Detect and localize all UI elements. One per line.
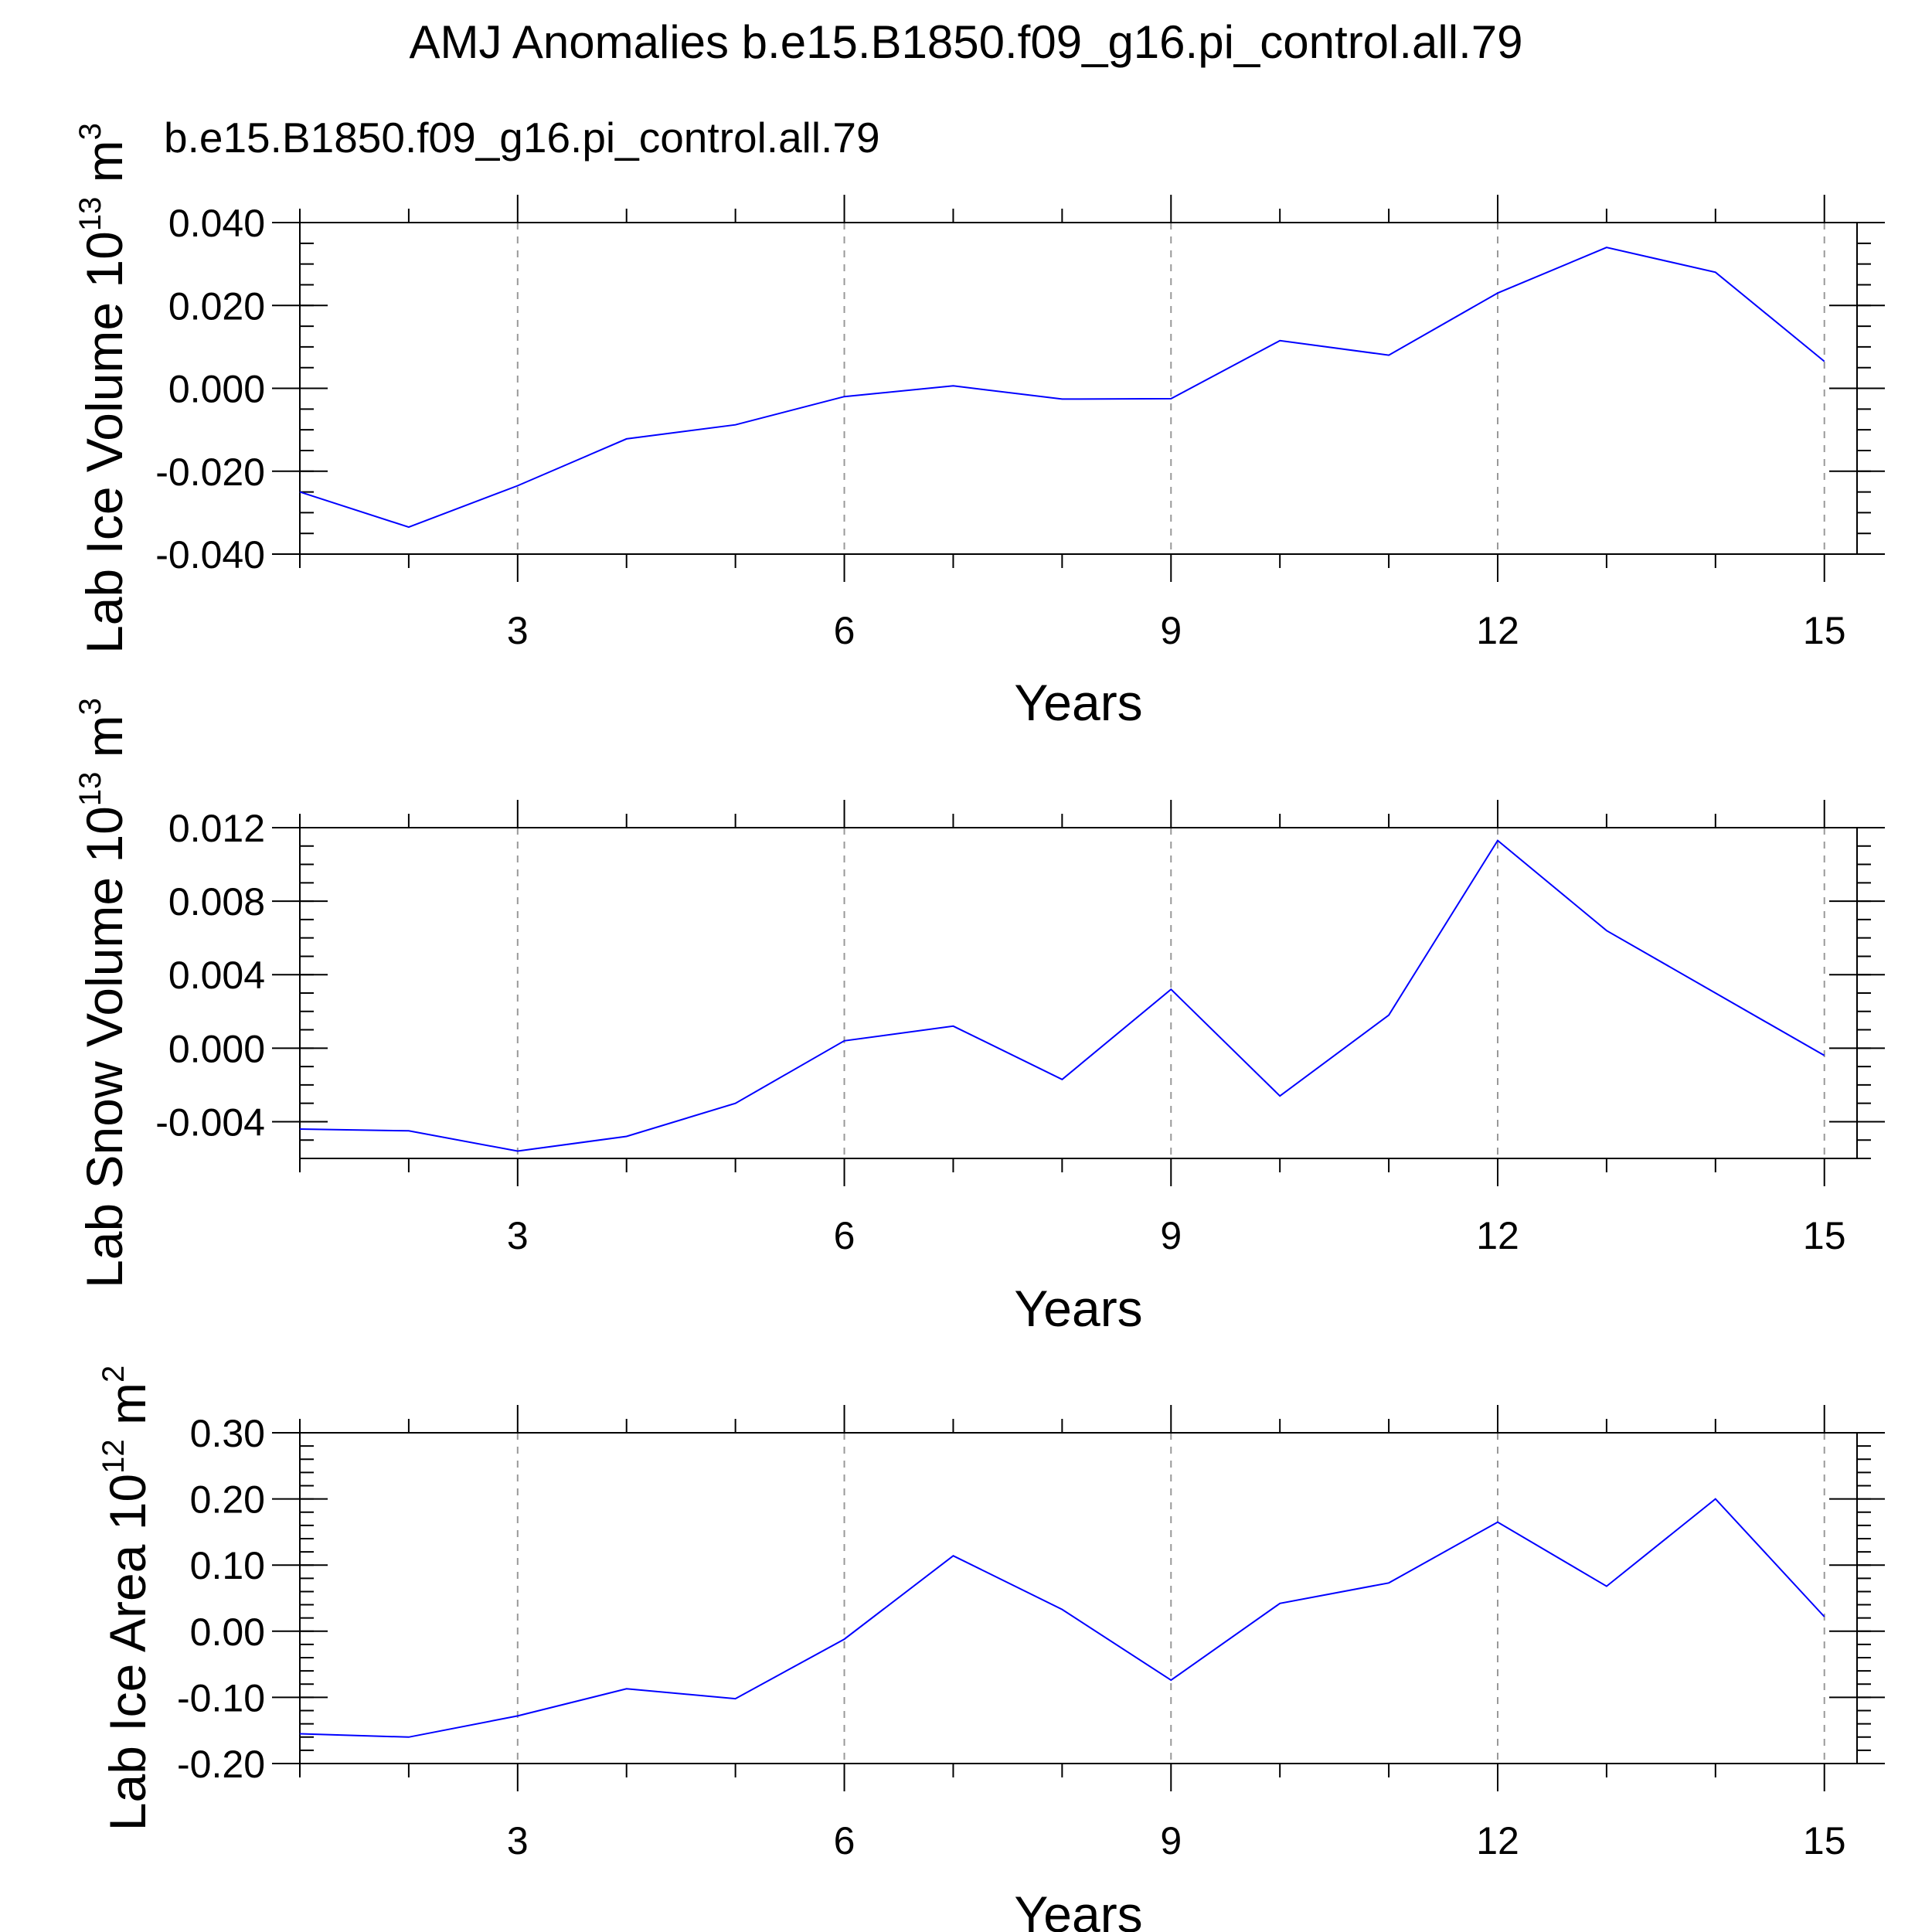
x-tick-label: 15 bbox=[1803, 1819, 1846, 1862]
y-tick-label: -0.20 bbox=[177, 1743, 265, 1786]
y-axis-label-part: m bbox=[76, 140, 133, 196]
y-axis-label-part: Lab Ice Volume 10 bbox=[76, 231, 133, 654]
x-tick-label: 6 bbox=[834, 1819, 855, 1862]
series-line bbox=[299, 247, 1825, 529]
series-line bbox=[299, 839, 1825, 1152]
y-axis-label-superscript: 13 bbox=[73, 197, 107, 232]
y-axis-label-part: Lab Snow Volume 10 bbox=[76, 806, 133, 1288]
y-axis-label-superscript: 13 bbox=[73, 772, 107, 807]
x-tick-label: 12 bbox=[1476, 609, 1519, 652]
series-line bbox=[299, 1498, 1825, 1738]
x-tick-label: 6 bbox=[834, 609, 855, 652]
x-tick-label: 15 bbox=[1803, 609, 1846, 652]
chart-panel-3: 3 6 9 12 15 -0.20 -0.10 0.00 0.10 0.20 0.30 Years La… bbox=[97, 1366, 1885, 1932]
y-axis-label: Lab Ice Volume 1013 m3 bbox=[73, 123, 133, 654]
x-tick-label: 6 bbox=[834, 1214, 855, 1257]
y-axis-label-part: Lab Ice Area 10 bbox=[99, 1474, 156, 1831]
y-axis-label: Lab Ice Area 1012 m2 bbox=[97, 1366, 156, 1831]
x-tick-label: 12 bbox=[1476, 1819, 1519, 1862]
chart-panel-2: 3 6 9 12 15 -0.004 0.000 0.004 0.008 0.012 Years La… bbox=[73, 698, 1885, 1337]
plot-frame bbox=[299, 1432, 1858, 1764]
x-tick-label: 3 bbox=[507, 609, 529, 652]
y-axis-label-superscript: 3 bbox=[73, 698, 107, 715]
y-tick-label: 0.040 bbox=[168, 202, 265, 245]
y-axis-label-part: m bbox=[76, 715, 133, 771]
x-tick-label: 3 bbox=[507, 1214, 529, 1257]
y-tick-label: 0.008 bbox=[168, 880, 265, 923]
x-tick-label: 9 bbox=[1160, 1214, 1182, 1257]
x-axis-label: Years bbox=[1014, 674, 1142, 731]
x-tick-label: 9 bbox=[1160, 1819, 1182, 1862]
y-tick-label: 0.004 bbox=[168, 954, 265, 997]
y-tick-label: 0.000 bbox=[168, 368, 265, 411]
y-axis-label: Lab Snow Volume 1013 m3 bbox=[73, 698, 133, 1288]
y-tick-label: 0.10 bbox=[190, 1544, 265, 1587]
y-axis-label-superscript: 12 bbox=[97, 1439, 131, 1474]
y-tick-label: 0.20 bbox=[190, 1478, 265, 1522]
y-tick-label: 0.00 bbox=[190, 1611, 265, 1654]
y-tick-label: -0.040 bbox=[155, 533, 265, 577]
y-tick-label: -0.10 bbox=[177, 1676, 265, 1719]
plot-frame bbox=[299, 222, 1858, 555]
y-axis-label-superscript: 3 bbox=[73, 123, 107, 140]
x-tick-label: 3 bbox=[507, 1819, 529, 1862]
case-label: b.e15.B1850.f09_g16.pi_control.all.79 bbox=[164, 114, 880, 162]
chart-panel-1: 3 6 9 12 15 -0.040 -0.020 0.000 0.020 0.040 Years L… bbox=[73, 123, 1885, 731]
y-tick-label: 0.020 bbox=[168, 284, 265, 328]
y-axis-label-superscript: 2 bbox=[97, 1366, 131, 1383]
x-tick-label: 15 bbox=[1803, 1214, 1846, 1257]
main-title: AMJ Anomalies b.e15.B1850.f09_g16.pi_con… bbox=[410, 16, 1523, 68]
y-tick-label: -0.004 bbox=[155, 1100, 265, 1144]
plot-frame bbox=[299, 827, 1858, 1159]
x-tick-label: 12 bbox=[1476, 1214, 1519, 1257]
y-tick-label: 0.012 bbox=[168, 807, 265, 850]
y-tick-label: 0.000 bbox=[168, 1027, 265, 1070]
x-axis-label: Years bbox=[1014, 1886, 1142, 1932]
x-axis-label: Years bbox=[1014, 1280, 1142, 1337]
y-tick-label: 0.30 bbox=[190, 1412, 265, 1455]
y-axis-label-part: m bbox=[99, 1383, 156, 1439]
x-tick-label: 9 bbox=[1160, 609, 1182, 652]
chart-panels: 3 6 9 12 15 -0.040 -0.020 0.000 0.020 0.040 Years L… bbox=[73, 123, 1885, 1932]
y-tick-label: -0.020 bbox=[155, 451, 265, 494]
